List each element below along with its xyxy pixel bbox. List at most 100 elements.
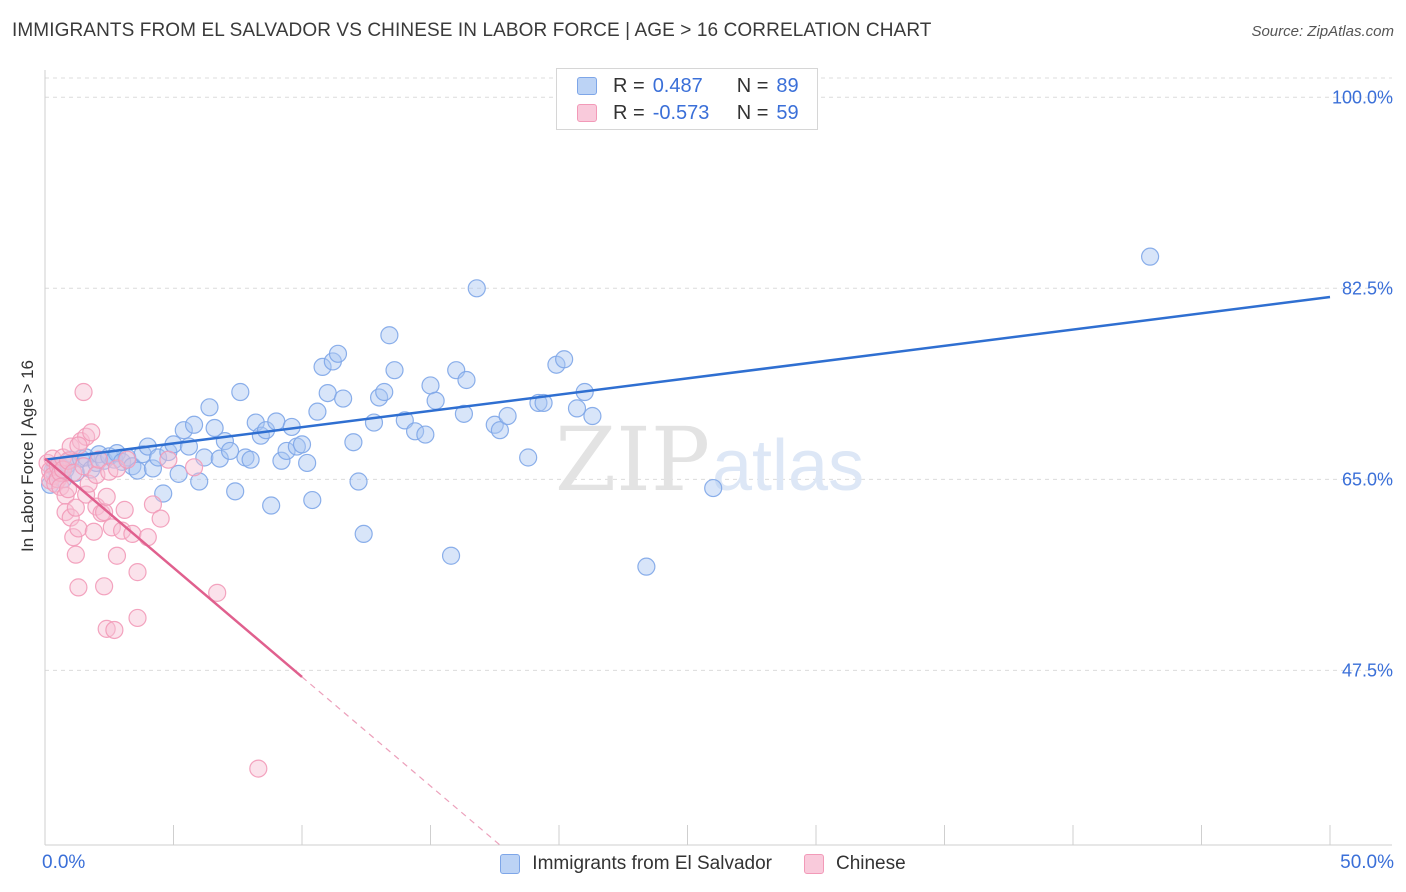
watermark-atlas: atlas — [712, 426, 864, 506]
point-chinese — [74, 382, 93, 402]
point-chinese — [102, 518, 121, 537]
point-el-salvador — [267, 412, 286, 431]
point-chinese — [69, 578, 88, 597]
point-el-salvador — [220, 441, 240, 461]
point-chinese — [74, 457, 93, 476]
point-el-salvador — [583, 406, 602, 426]
legend-row-el-salvador: R = 0.487 N = 89 — [577, 74, 799, 98]
point-chinese — [118, 450, 137, 469]
point-el-salvador — [328, 344, 348, 363]
point-chinese — [56, 502, 75, 522]
trend-line-chinese — [44, 457, 303, 678]
point-el-salvador — [519, 448, 538, 467]
point-el-salvador — [426, 391, 445, 410]
legend-row-chinese: R = -0.573 N = 59 — [577, 101, 799, 125]
point-el-salvador — [313, 357, 332, 377]
point-el-salvador — [184, 415, 204, 434]
point-el-salvador — [349, 472, 368, 491]
y-tick-label: 65.0% — [1342, 469, 1393, 489]
point-el-salvador — [272, 451, 291, 470]
point-el-salvador — [385, 361, 404, 380]
point-el-salvador — [567, 399, 587, 418]
legend-r-value: -0.573 — [652, 101, 710, 124]
point-chinese — [95, 502, 114, 522]
point-el-salvador — [277, 441, 296, 461]
chart-source: Source: ZipAtlas.com — [1251, 23, 1394, 40]
point-el-salvador — [231, 382, 250, 402]
point-chinese — [107, 546, 127, 565]
point-el-salvador — [200, 398, 219, 417]
watermark-zip: ZIP — [555, 408, 710, 511]
point-chinese — [105, 620, 124, 640]
data-points — [38, 247, 1160, 778]
point-chinese — [89, 450, 109, 469]
point-el-salvador — [380, 326, 399, 345]
point-el-salvador — [555, 350, 574, 369]
series-legend-chinese[interactable]: Chinese — [803, 853, 906, 875]
point-el-salvador — [318, 383, 337, 403]
axes — [44, 70, 1392, 846]
point-chinese — [151, 509, 170, 528]
series-name-el-salvador: Immigrants from El Salvador — [532, 853, 772, 874]
point-chinese — [64, 528, 83, 547]
point-chinese — [95, 577, 114, 596]
y-tick-label: 100.0% — [1332, 87, 1393, 107]
series-legend-el-salvador[interactable]: Immigrants from El Salvador — [500, 853, 772, 875]
legend-r-value: 0.487 — [652, 74, 703, 97]
legend-n-label: N = — [736, 101, 769, 124]
point-el-salvador — [637, 557, 656, 576]
point-chinese — [84, 522, 103, 541]
point-chinese — [143, 495, 163, 514]
y-tick-label: 47.5% — [1342, 660, 1393, 680]
point-el-salvador — [210, 449, 229, 468]
point-el-salvador — [169, 464, 188, 483]
series-legend: Immigrants from El Salvador Chinese — [0, 850, 1406, 878]
point-el-salvador — [241, 450, 260, 469]
point-el-salvador — [405, 422, 425, 441]
y-tick-labels: 100.0% 82.5% 65.0% 47.5% — [1332, 87, 1393, 680]
point-chinese — [115, 500, 134, 519]
point-el-salvador — [303, 490, 322, 510]
point-el-salvador — [454, 404, 474, 423]
point-el-salvador — [421, 376, 440, 395]
point-el-salvador — [190, 472, 209, 491]
trend-lines — [44, 295, 1331, 846]
point-el-salvador — [205, 418, 224, 438]
point-el-salvador — [416, 425, 435, 444]
y-axis-label: In Labor Force | Age > 16 — [18, 359, 37, 553]
point-chinese — [66, 498, 85, 517]
point-chinese — [69, 519, 88, 538]
point-el-salvador — [370, 388, 389, 407]
point-el-salvador — [490, 421, 509, 440]
legend-swatch-chinese — [577, 104, 597, 122]
trend-line-el-salvador — [44, 295, 1331, 461]
point-chinese — [61, 437, 80, 456]
point-el-salvador — [485, 415, 504, 434]
point-el-salvador — [226, 482, 245, 501]
point-chinese — [159, 450, 178, 469]
point-chinese — [97, 487, 116, 506]
point-el-salvador — [375, 382, 394, 402]
chart-title: IMMIGRANTS FROM EL SALVADOR VS CHINESE I… — [12, 20, 932, 41]
x-tick-max: 50.0% — [1340, 852, 1394, 873]
point-el-salvador — [467, 279, 486, 298]
point-el-salvador — [441, 546, 461, 565]
point-el-salvador — [174, 421, 193, 440]
point-chinese — [97, 619, 116, 638]
point-el-salvador — [298, 453, 317, 473]
point-chinese — [128, 563, 147, 582]
point-chinese — [208, 583, 227, 602]
point-el-salvador — [1140, 247, 1160, 266]
point-chinese — [138, 528, 157, 547]
series-swatch-chinese — [803, 854, 824, 874]
point-el-salvador — [534, 393, 553, 413]
point-chinese — [82, 423, 101, 442]
point-chinese — [184, 458, 204, 477]
point-el-salvador — [704, 478, 723, 498]
point-el-salvador — [334, 389, 353, 408]
point-el-salvador — [354, 524, 373, 544]
legend-r-label: R = — [613, 101, 645, 124]
point-chinese — [66, 545, 85, 564]
point-el-salvador — [143, 459, 163, 478]
